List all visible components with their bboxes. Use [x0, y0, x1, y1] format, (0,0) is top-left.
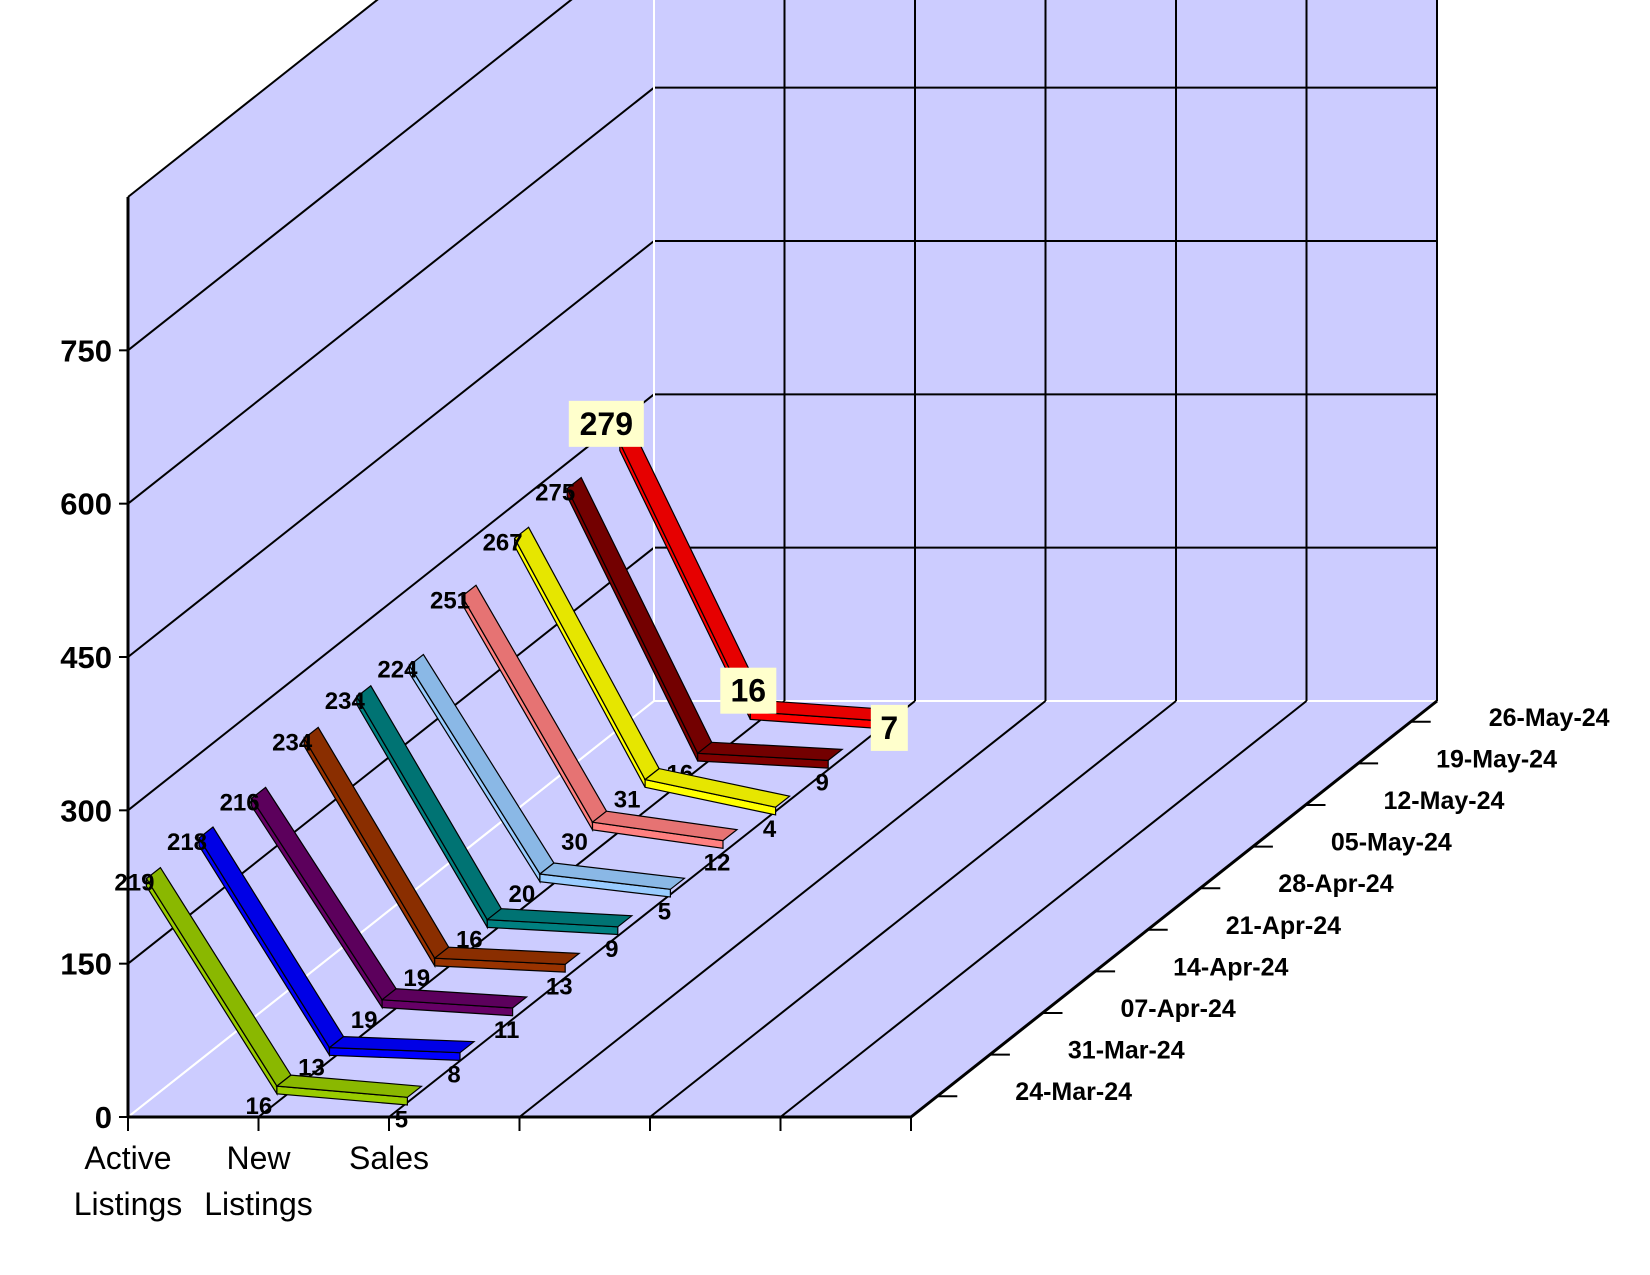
data-label: 19	[351, 1007, 378, 1034]
x-tick-label: New Listings	[204, 1140, 313, 1222]
data-label: 234	[272, 729, 313, 756]
data-label: 16	[246, 1093, 273, 1120]
gridline-side	[127, 0, 573, 352]
z-tick-label: 21-Apr-24	[1226, 912, 1341, 940]
gridline-side	[127, 393, 655, 812]
series-group: 2791672751692673142513012224205234169234…	[114, 400, 908, 1133]
series-24-Mar-24: 219 16 5	[114, 866, 423, 1133]
z-tick-label: 19-May-24	[1436, 745, 1557, 773]
data-label: 16	[731, 673, 767, 709]
data-label: 216	[220, 789, 260, 816]
z-tick-label: 12-May-24	[1384, 787, 1505, 815]
data-label: 234	[325, 688, 366, 715]
data-label-box	[870, 704, 908, 751]
data-label: 9	[816, 769, 829, 796]
gridline-side	[127, 0, 379, 198]
data-label: 7	[880, 710, 898, 746]
data-label: 30	[561, 829, 588, 856]
data-label: 5	[395, 1106, 408, 1133]
data-label: 5	[658, 898, 671, 925]
z-axis: 24-Mar-24 31-Mar-24 07-Apr-24 14-Apr-24 21-A…	[937, 704, 1610, 1106]
y-tick-label: 750	[60, 333, 112, 368]
series-14-Apr-24: 234 19 13	[272, 726, 581, 1000]
gridline-side	[127, 240, 655, 658]
y-tick-label: 150	[60, 947, 112, 982]
z-tick-label: 31-Mar-24	[1068, 1037, 1185, 1065]
series-segment-top	[327, 1035, 476, 1054]
z-tick-label: 05-May-24	[1331, 829, 1452, 857]
chart-walls	[128, 0, 1437, 1117]
z-tick-label: 24-Mar-24	[1015, 1078, 1132, 1106]
series-segment-top	[591, 810, 739, 842]
side-wall	[128, 0, 654, 1117]
data-label: 8	[447, 1062, 460, 1089]
data-label: 218	[167, 829, 207, 856]
z-tick-label: 28-Apr-24	[1278, 870, 1393, 898]
series-12-May-24: 267 31 4	[483, 526, 791, 843]
gridline-side	[127, 86, 655, 505]
series-segment-top	[380, 988, 529, 1009]
data-label: 31	[614, 787, 641, 814]
x-axis: Active Listings New Listings Sales	[74, 1117, 912, 1222]
data-label-box	[720, 667, 777, 714]
data-label: 13	[546, 973, 573, 1000]
y-tick-label: 0	[95, 1100, 112, 1135]
data-label: 219	[114, 870, 154, 897]
data-label: 11	[494, 1017, 519, 1044]
gridline-floor	[388, 700, 916, 1118]
data-label: 20	[509, 881, 536, 908]
data-label: 275	[535, 480, 575, 507]
z-axis-line	[910, 699, 1438, 1119]
gridline-floor	[518, 700, 1047, 1118]
y-tick-label: 450	[60, 640, 112, 675]
data-label: 224	[377, 656, 418, 683]
series-28-Apr-24: 224 20 5	[377, 653, 686, 925]
series-segment-top	[696, 741, 844, 762]
gridline-floor	[779, 700, 1308, 1118]
y-tick-label: 300	[60, 793, 112, 828]
series-segment-top	[433, 946, 581, 966]
y-axis: 0 150 300 450 600 750	[60, 333, 128, 1135]
data-label-box	[568, 400, 644, 447]
y-tick-label: 600	[60, 487, 112, 522]
data-label: 12	[704, 850, 731, 877]
series-segment-top	[538, 862, 686, 890]
data-label: 4	[763, 816, 777, 843]
data-label: 251	[430, 587, 470, 614]
series-07-Apr-24: 216 19 11	[220, 786, 529, 1044]
data-label: 19	[403, 965, 430, 992]
series-segment-top	[485, 908, 634, 928]
data-label: 279	[580, 406, 633, 442]
z-tick-label: 07-Apr-24	[1121, 995, 1236, 1023]
x-tick-label: Sales	[349, 1140, 429, 1176]
z-tick-label: 26-May-24	[1489, 704, 1610, 732]
data-label: 9	[605, 936, 618, 963]
data-label: 267	[483, 529, 523, 556]
series-05-May-24: 251 30 12	[430, 584, 739, 877]
gridline-floor	[649, 700, 1177, 1118]
series-segment-top	[643, 767, 791, 808]
series-26-May-24: 279 16 7	[568, 400, 908, 751]
series-segment-top	[275, 1074, 423, 1098]
x-tick-label: Active Listings	[74, 1140, 183, 1222]
z-tick-label: 14-Apr-24	[1173, 953, 1288, 981]
